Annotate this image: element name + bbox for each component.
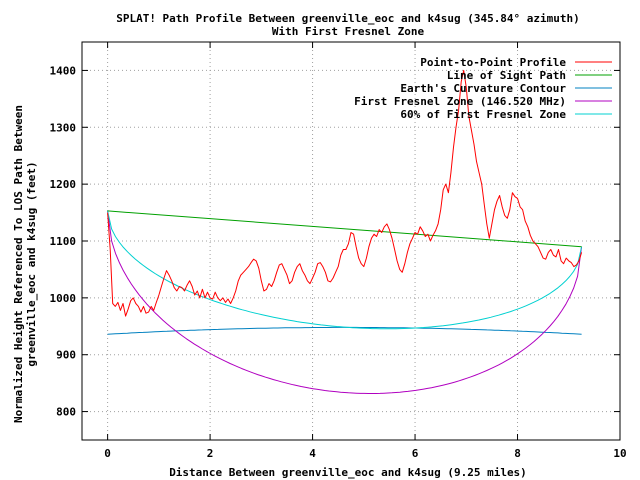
y-tick-label: 800 bbox=[56, 406, 76, 419]
y-axis-label-line-1: Normalized Height Referenced To LOS Path… bbox=[12, 105, 25, 423]
axis-ticks: 0 2 4 6 8 10 800 900 1000 1100 1200 1300 1400 bbox=[50, 42, 627, 460]
series-layer bbox=[107, 69, 583, 394]
x-tick-label: 2 bbox=[207, 447, 214, 460]
y-axis-label-line-2: greenville_eoc and k4sug (feet) bbox=[25, 161, 38, 366]
y-axis-label-group: Normalized Height Referenced To LOS Path… bbox=[12, 105, 38, 423]
grid bbox=[82, 42, 621, 440]
y-tick-label: 1300 bbox=[50, 121, 77, 134]
y-tick-label: 1000 bbox=[50, 292, 77, 305]
series-line-1 bbox=[107, 210, 582, 248]
series-line-3 bbox=[107, 210, 583, 394]
series-line-4 bbox=[107, 210, 583, 330]
y-tick-label: 1400 bbox=[50, 64, 77, 77]
y-tick-label: 1100 bbox=[50, 235, 77, 248]
x-tick-label: 0 bbox=[104, 447, 111, 460]
y-tick-label: 900 bbox=[56, 349, 76, 362]
x-tick-label: 6 bbox=[412, 447, 419, 460]
x-tick-label: 8 bbox=[514, 447, 521, 460]
x-tick-label: 10 bbox=[613, 447, 626, 460]
legend-label: First Fresnel Zone (146.520 MHz) bbox=[354, 95, 566, 108]
legend-label: Line of Sight Path bbox=[447, 69, 566, 82]
chart-subtitle: With First Fresnel Zone bbox=[272, 25, 425, 38]
legend-label: Earth's Curvature Contour bbox=[400, 82, 566, 95]
x-axis-label: Distance Between greenville_eoc and k4su… bbox=[169, 466, 527, 479]
chart-title: SPLAT! Path Profile Between greenville_e… bbox=[116, 12, 580, 25]
y-tick-label: 1200 bbox=[50, 178, 77, 191]
x-tick-label: 4 bbox=[309, 447, 316, 460]
legend-label: Point-to-Point Profile bbox=[420, 56, 566, 69]
series-line-0 bbox=[107, 69, 583, 317]
legend-label: 60% of First Fresnel Zone bbox=[400, 108, 566, 121]
